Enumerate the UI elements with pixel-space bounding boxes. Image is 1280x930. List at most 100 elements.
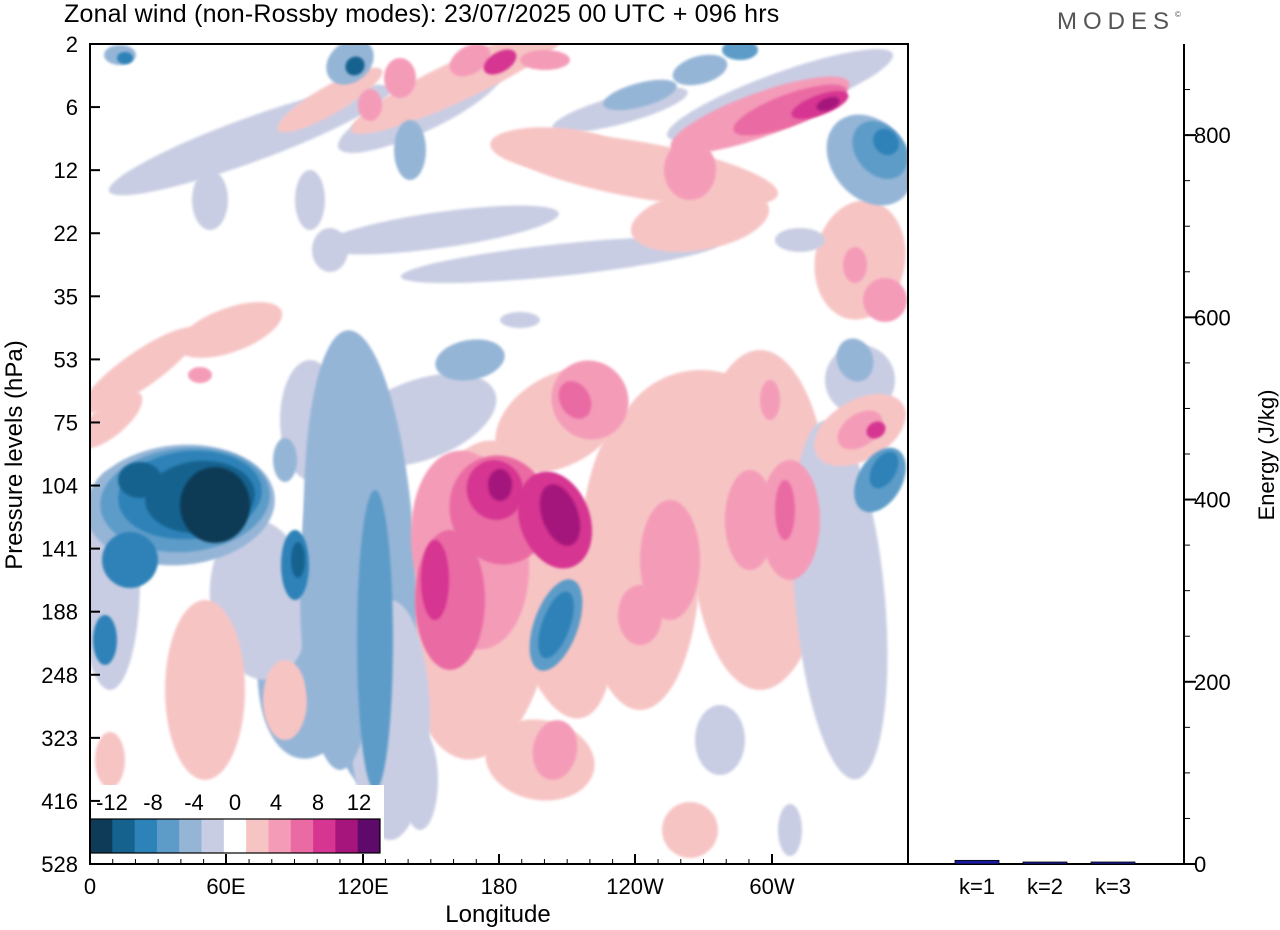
- wind-contour-patch: [90, 327, 199, 413]
- wind-contour-patch: [192, 170, 228, 230]
- wind-contour-patch: [490, 127, 630, 173]
- wind-contour-patch: [435, 339, 505, 381]
- y-tick-label: 141: [41, 537, 78, 562]
- colorbar-label: -4: [184, 790, 204, 815]
- energy-tick-label: 800: [1194, 123, 1231, 148]
- wind-contour-patch: [95, 732, 125, 788]
- x-tick-label: 180: [481, 874, 518, 899]
- wind-contour-patch: [321, 205, 559, 255]
- y-axis-label: Pressure levels (hPa): [1, 340, 28, 569]
- energy-category-label: k=1: [959, 874, 995, 899]
- x-axis: 0 60E 120E 180 120W 60W: [84, 854, 795, 899]
- wind-contour-patch: [394, 120, 426, 180]
- wind-contour-patch: [488, 469, 512, 501]
- wind-contour-patch: [357, 490, 393, 790]
- y-tick-label: 416: [41, 789, 78, 814]
- colorbar-swatch: [246, 819, 269, 853]
- wind-contour-patch: [618, 585, 662, 645]
- colorbar-label: 8: [312, 790, 324, 815]
- wind-contour-patch: [873, 128, 899, 156]
- colorbar-label: -12: [96, 790, 128, 815]
- x-tick-label: 0: [84, 874, 96, 899]
- colorbar-swatch: [357, 819, 381, 853]
- x-tick-label: 120W: [606, 874, 664, 899]
- energy-bar: [1090, 861, 1136, 865]
- y-tick-label: 2: [66, 32, 78, 57]
- energy-tick-label: 600: [1194, 305, 1231, 330]
- x-tick-label: 120E: [337, 874, 388, 899]
- wind-contour-patch: [603, 79, 677, 111]
- wind-contour-patch: [93, 615, 117, 665]
- wind-contour-patch: [532, 720, 578, 780]
- colorbar-swatch: [290, 819, 314, 853]
- colorbar-swatch: [112, 819, 136, 853]
- y-tick-label: 248: [41, 663, 78, 688]
- colorbar-label: 0: [229, 790, 241, 815]
- wind-contour-patch: [312, 228, 348, 272]
- wind-contour-patch: [837, 410, 883, 450]
- x-tick-label: 60E: [206, 874, 245, 899]
- y-tick-label: 188: [41, 600, 78, 625]
- colorbar-label: 4: [270, 790, 282, 815]
- wind-contour-patch: [402, 730, 438, 830]
- wind-contour-patch: [640, 500, 700, 620]
- y-tick-label: 75: [54, 410, 78, 435]
- wind-contour-patch: [102, 532, 158, 588]
- wind-contour-patch: [180, 467, 250, 543]
- modes-logo: MODES©: [1057, 8, 1181, 36]
- colorbar-swatch: [179, 819, 203, 853]
- colorbar-label: -8: [143, 790, 163, 815]
- wind-contour-patch: [520, 50, 570, 70]
- wind-contour-patch: [273, 438, 297, 482]
- wind-contour-patch: [263, 660, 307, 740]
- wind-contour-patch: [500, 312, 540, 328]
- colorbar-swatch: [223, 819, 247, 853]
- wind-contour-patch: [421, 540, 449, 620]
- wind-contour-patch: [188, 367, 212, 383]
- colorbar-swatch: [335, 819, 359, 853]
- colorbar: -12 -8 -4 0 4 8 12: [86, 785, 384, 857]
- wind-contour-patch: [630, 188, 770, 252]
- y-tick-label: 35: [54, 284, 78, 309]
- colorbar-swatch: [90, 819, 113, 853]
- logo-mark: ©: [1175, 10, 1181, 19]
- wind-contour-patch: [662, 802, 718, 858]
- wind-contour-patch: [539, 484, 581, 546]
- wind-contour-patch: [558, 381, 592, 419]
- wind-contour-patch: [277, 67, 383, 133]
- colorbar-swatch: [268, 819, 292, 853]
- wind-contour-patch: [177, 302, 283, 358]
- wind-contour-patch: [117, 52, 133, 64]
- wind-contour-patch: [695, 705, 745, 775]
- wind-contour-patch: [672, 54, 728, 86]
- colorbar-swatch: [156, 819, 180, 853]
- wind-contour-patch: [295, 170, 325, 230]
- wind-contour-patch: [538, 591, 574, 659]
- wind-contour-patch: [449, 44, 491, 77]
- y-tick-label: 22: [54, 221, 78, 246]
- wind-contour-patch: [291, 542, 305, 578]
- wind-contour-patch: [836, 338, 874, 382]
- wind-contour-patch: [725, 470, 775, 570]
- energy-bar: [954, 859, 1000, 865]
- wind-contour-patch: [869, 451, 899, 489]
- wind-contour-patch: [843, 247, 867, 283]
- wind-contour-patch: [866, 421, 886, 439]
- wind-contour-patch: [384, 58, 416, 98]
- wind-contour-patch: [483, 49, 517, 75]
- energy-tick-label: 0: [1194, 852, 1206, 877]
- wind-contour-patch: [863, 278, 907, 322]
- y-tick-label: 6: [66, 95, 78, 120]
- wind-contour-patch: [400, 236, 720, 284]
- wind-contour-patch: [760, 380, 780, 420]
- wind-contour-patch: [775, 228, 825, 252]
- y-tick-label: 12: [54, 158, 78, 183]
- energy-panel: 0 200 400 600 800 k=1 k=2 k=3: [954, 89, 1231, 899]
- colorbar-swatch: [134, 819, 158, 853]
- wind-contour-patch: [358, 89, 382, 121]
- energy-category-label: k=3: [1095, 874, 1131, 899]
- energy-category-label: k=2: [1027, 874, 1063, 899]
- colorbar-swatch: [313, 819, 336, 853]
- colorbar-swatch: [201, 819, 225, 853]
